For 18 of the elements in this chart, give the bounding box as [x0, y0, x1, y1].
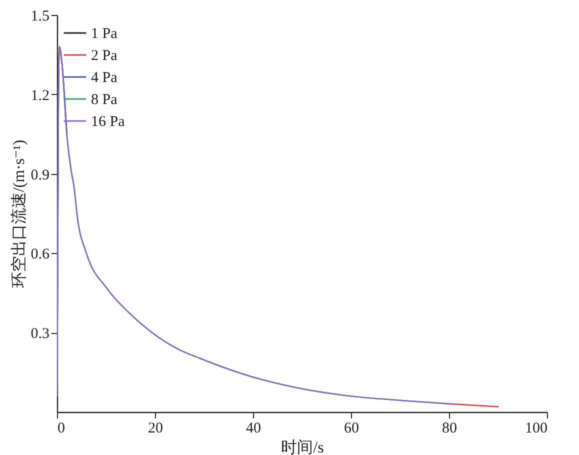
- y-axis-title: 环空出口流速/(m·s⁻¹): [10, 140, 28, 288]
- legend-label: 8 Pa: [91, 92, 118, 108]
- y-tick-label: 1.5: [30, 8, 50, 24]
- x-tick-label: 100: [525, 420, 548, 436]
- x-tick-label: 20: [148, 420, 163, 436]
- x-axis-title: 时间/s: [281, 438, 324, 455]
- x-tick-label: 0: [58, 420, 65, 436]
- x-tick-label: 80: [442, 420, 457, 436]
- y-tick-label: 0.6: [30, 246, 50, 263]
- legend-label: 4 Pa: [91, 70, 118, 86]
- y-tick-label: 1.2: [30, 88, 50, 104]
- y-tick-label: 0.3: [30, 326, 50, 342]
- x-tick-label: 60: [344, 420, 359, 436]
- legend-label: 1 Pa: [91, 26, 118, 42]
- legend-label: 2 Pa: [91, 48, 118, 64]
- x-tick-label: 40: [246, 420, 261, 436]
- legend-label: 16 Pa: [91, 114, 126, 130]
- y-tick-label: 0.9: [30, 167, 50, 184]
